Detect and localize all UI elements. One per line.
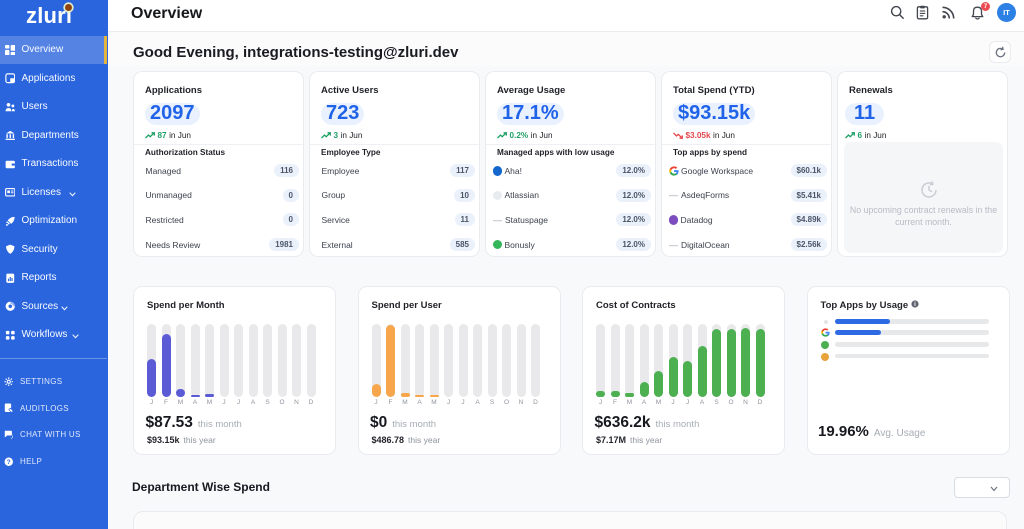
svg-text:i: i (914, 302, 916, 308)
svg-text:?: ? (6, 459, 10, 466)
